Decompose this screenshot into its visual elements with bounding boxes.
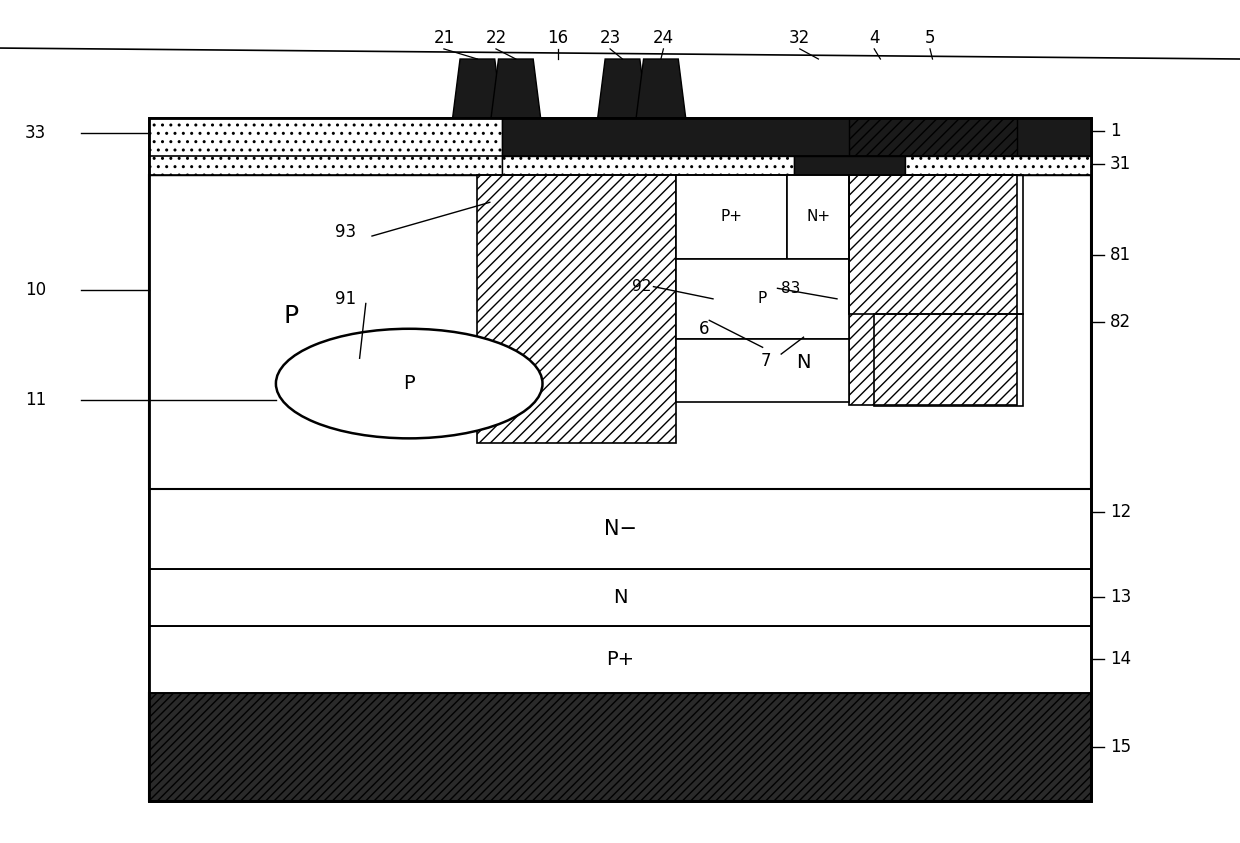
Text: 12: 12 [1110, 503, 1131, 521]
Text: 13: 13 [1110, 588, 1131, 606]
Text: P: P [284, 304, 299, 328]
Text: 24: 24 [652, 29, 675, 47]
Bar [502, 156, 794, 175]
Bar [849, 118, 1017, 156]
Text: 7: 7 [761, 352, 771, 370]
Text: P+: P+ [720, 209, 743, 224]
Text: 14: 14 [1110, 650, 1131, 668]
Bar [149, 626, 1091, 693]
Bar [502, 118, 1091, 156]
Text: 22: 22 [485, 29, 507, 47]
Text: P: P [403, 374, 415, 393]
Bar [849, 175, 1017, 405]
Text: 5: 5 [925, 29, 935, 47]
Text: 33: 33 [25, 124, 46, 142]
Text: 11: 11 [25, 391, 46, 410]
Polygon shape [636, 59, 686, 118]
Text: 21: 21 [433, 29, 455, 47]
Bar [676, 175, 787, 259]
Polygon shape [598, 59, 647, 118]
Text: 93: 93 [335, 223, 356, 241]
Text: 16: 16 [547, 29, 569, 47]
Text: 6: 6 [699, 319, 709, 338]
Polygon shape [453, 59, 502, 118]
Bar [149, 118, 502, 175]
Bar [149, 693, 1091, 801]
Text: 23: 23 [599, 29, 621, 47]
Text: P: P [758, 292, 768, 306]
Bar [676, 339, 849, 402]
Text: N: N [613, 588, 627, 607]
Text: 91: 91 [335, 290, 356, 309]
Ellipse shape [277, 329, 543, 438]
Bar [794, 156, 905, 175]
Text: 4: 4 [869, 29, 879, 47]
Bar [149, 175, 1091, 489]
Bar [676, 259, 849, 339]
Text: 82: 82 [1110, 313, 1131, 331]
Bar [149, 118, 1091, 801]
Text: P+: P+ [606, 650, 634, 668]
Polygon shape [491, 59, 541, 118]
Text: N−: N− [604, 519, 636, 539]
Text: 32: 32 [789, 29, 811, 47]
Text: 83: 83 [781, 281, 801, 296]
Text: 1: 1 [1110, 121, 1121, 140]
Text: N+: N+ [806, 209, 831, 224]
Text: 81: 81 [1110, 245, 1131, 264]
Text: N: N [796, 353, 811, 372]
Text: 10: 10 [25, 281, 46, 298]
Bar [849, 175, 1023, 314]
Bar [477, 175, 676, 443]
Bar [787, 175, 849, 259]
Bar [149, 569, 1091, 626]
Bar [874, 314, 1023, 406]
Bar [905, 156, 1091, 175]
Bar [149, 489, 1091, 569]
Text: 15: 15 [1110, 738, 1131, 756]
Text: 92: 92 [631, 279, 651, 294]
Text: 31: 31 [1110, 155, 1131, 174]
Bar [149, 118, 1091, 801]
